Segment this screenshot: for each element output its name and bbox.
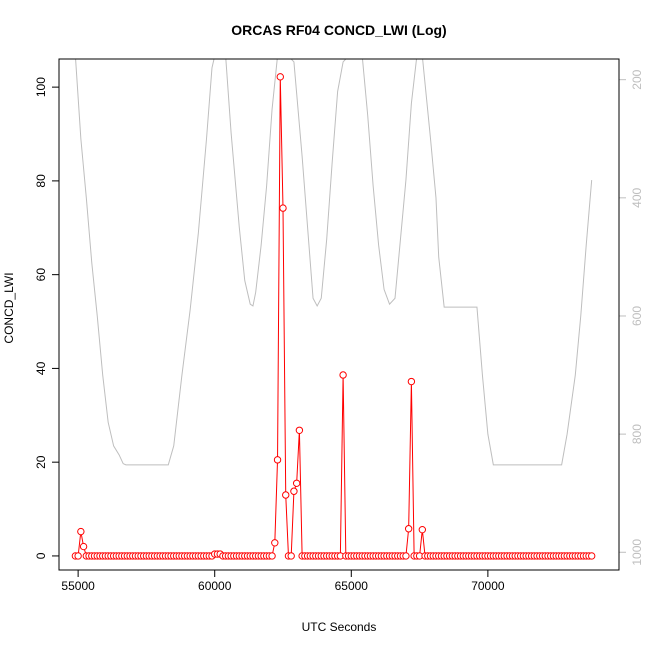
data-point-marker xyxy=(295,426,304,434)
y2-tick-label: 800 xyxy=(630,424,644,444)
data-point-marker xyxy=(290,487,298,495)
x-tick-label: 60000 xyxy=(198,579,232,593)
data-point-marker xyxy=(268,552,276,560)
data-point-marker xyxy=(287,552,295,560)
y-tick-label: 60 xyxy=(34,268,48,282)
x-axis-label: UTC Seconds xyxy=(302,620,377,634)
y-tick-label: 100 xyxy=(34,77,48,97)
secondary-series-line xyxy=(75,59,593,466)
y-tick-label: 40 xyxy=(34,361,48,375)
y2-tick-label: 400 xyxy=(630,187,644,207)
plot-layer: 55000 60000 65000 70000 0 20 40 60 80 100 200 400 60… xyxy=(34,59,644,593)
data-point-marker xyxy=(292,479,301,487)
chart-title: ORCAS RF04 CONCD_LWI (Log) xyxy=(231,22,446,38)
x-tick-label: 70000 xyxy=(471,579,505,593)
data-point-marker xyxy=(587,552,596,560)
y2-tick-label: 1000 xyxy=(630,539,644,566)
data-point-marker xyxy=(276,73,284,81)
data-point-marker xyxy=(271,539,279,547)
data-point-marker xyxy=(418,525,427,534)
data-point-marker xyxy=(339,371,347,379)
y-tick-label: 0 xyxy=(34,552,48,559)
data-point-marker xyxy=(282,491,290,499)
data-point-marker xyxy=(279,204,287,212)
data-point-marker xyxy=(273,456,282,464)
y2-tick-label: 600 xyxy=(630,306,644,326)
data-point-marker xyxy=(407,377,416,386)
x-tick-label: 65000 xyxy=(335,579,369,593)
data-point-marker xyxy=(79,542,88,551)
y2-tick-label: 200 xyxy=(630,69,644,89)
y-axis-label: CONCD_LWI xyxy=(2,272,16,343)
x-tick-label: 55000 xyxy=(61,579,95,593)
data-point-marker xyxy=(404,525,413,533)
y-tick-label: 20 xyxy=(34,455,48,469)
data-point-marker xyxy=(402,552,410,560)
y-tick-label: 80 xyxy=(34,174,48,188)
data-point-marker xyxy=(74,552,82,560)
plot-frame xyxy=(58,58,620,571)
data-point-marker xyxy=(77,527,85,536)
